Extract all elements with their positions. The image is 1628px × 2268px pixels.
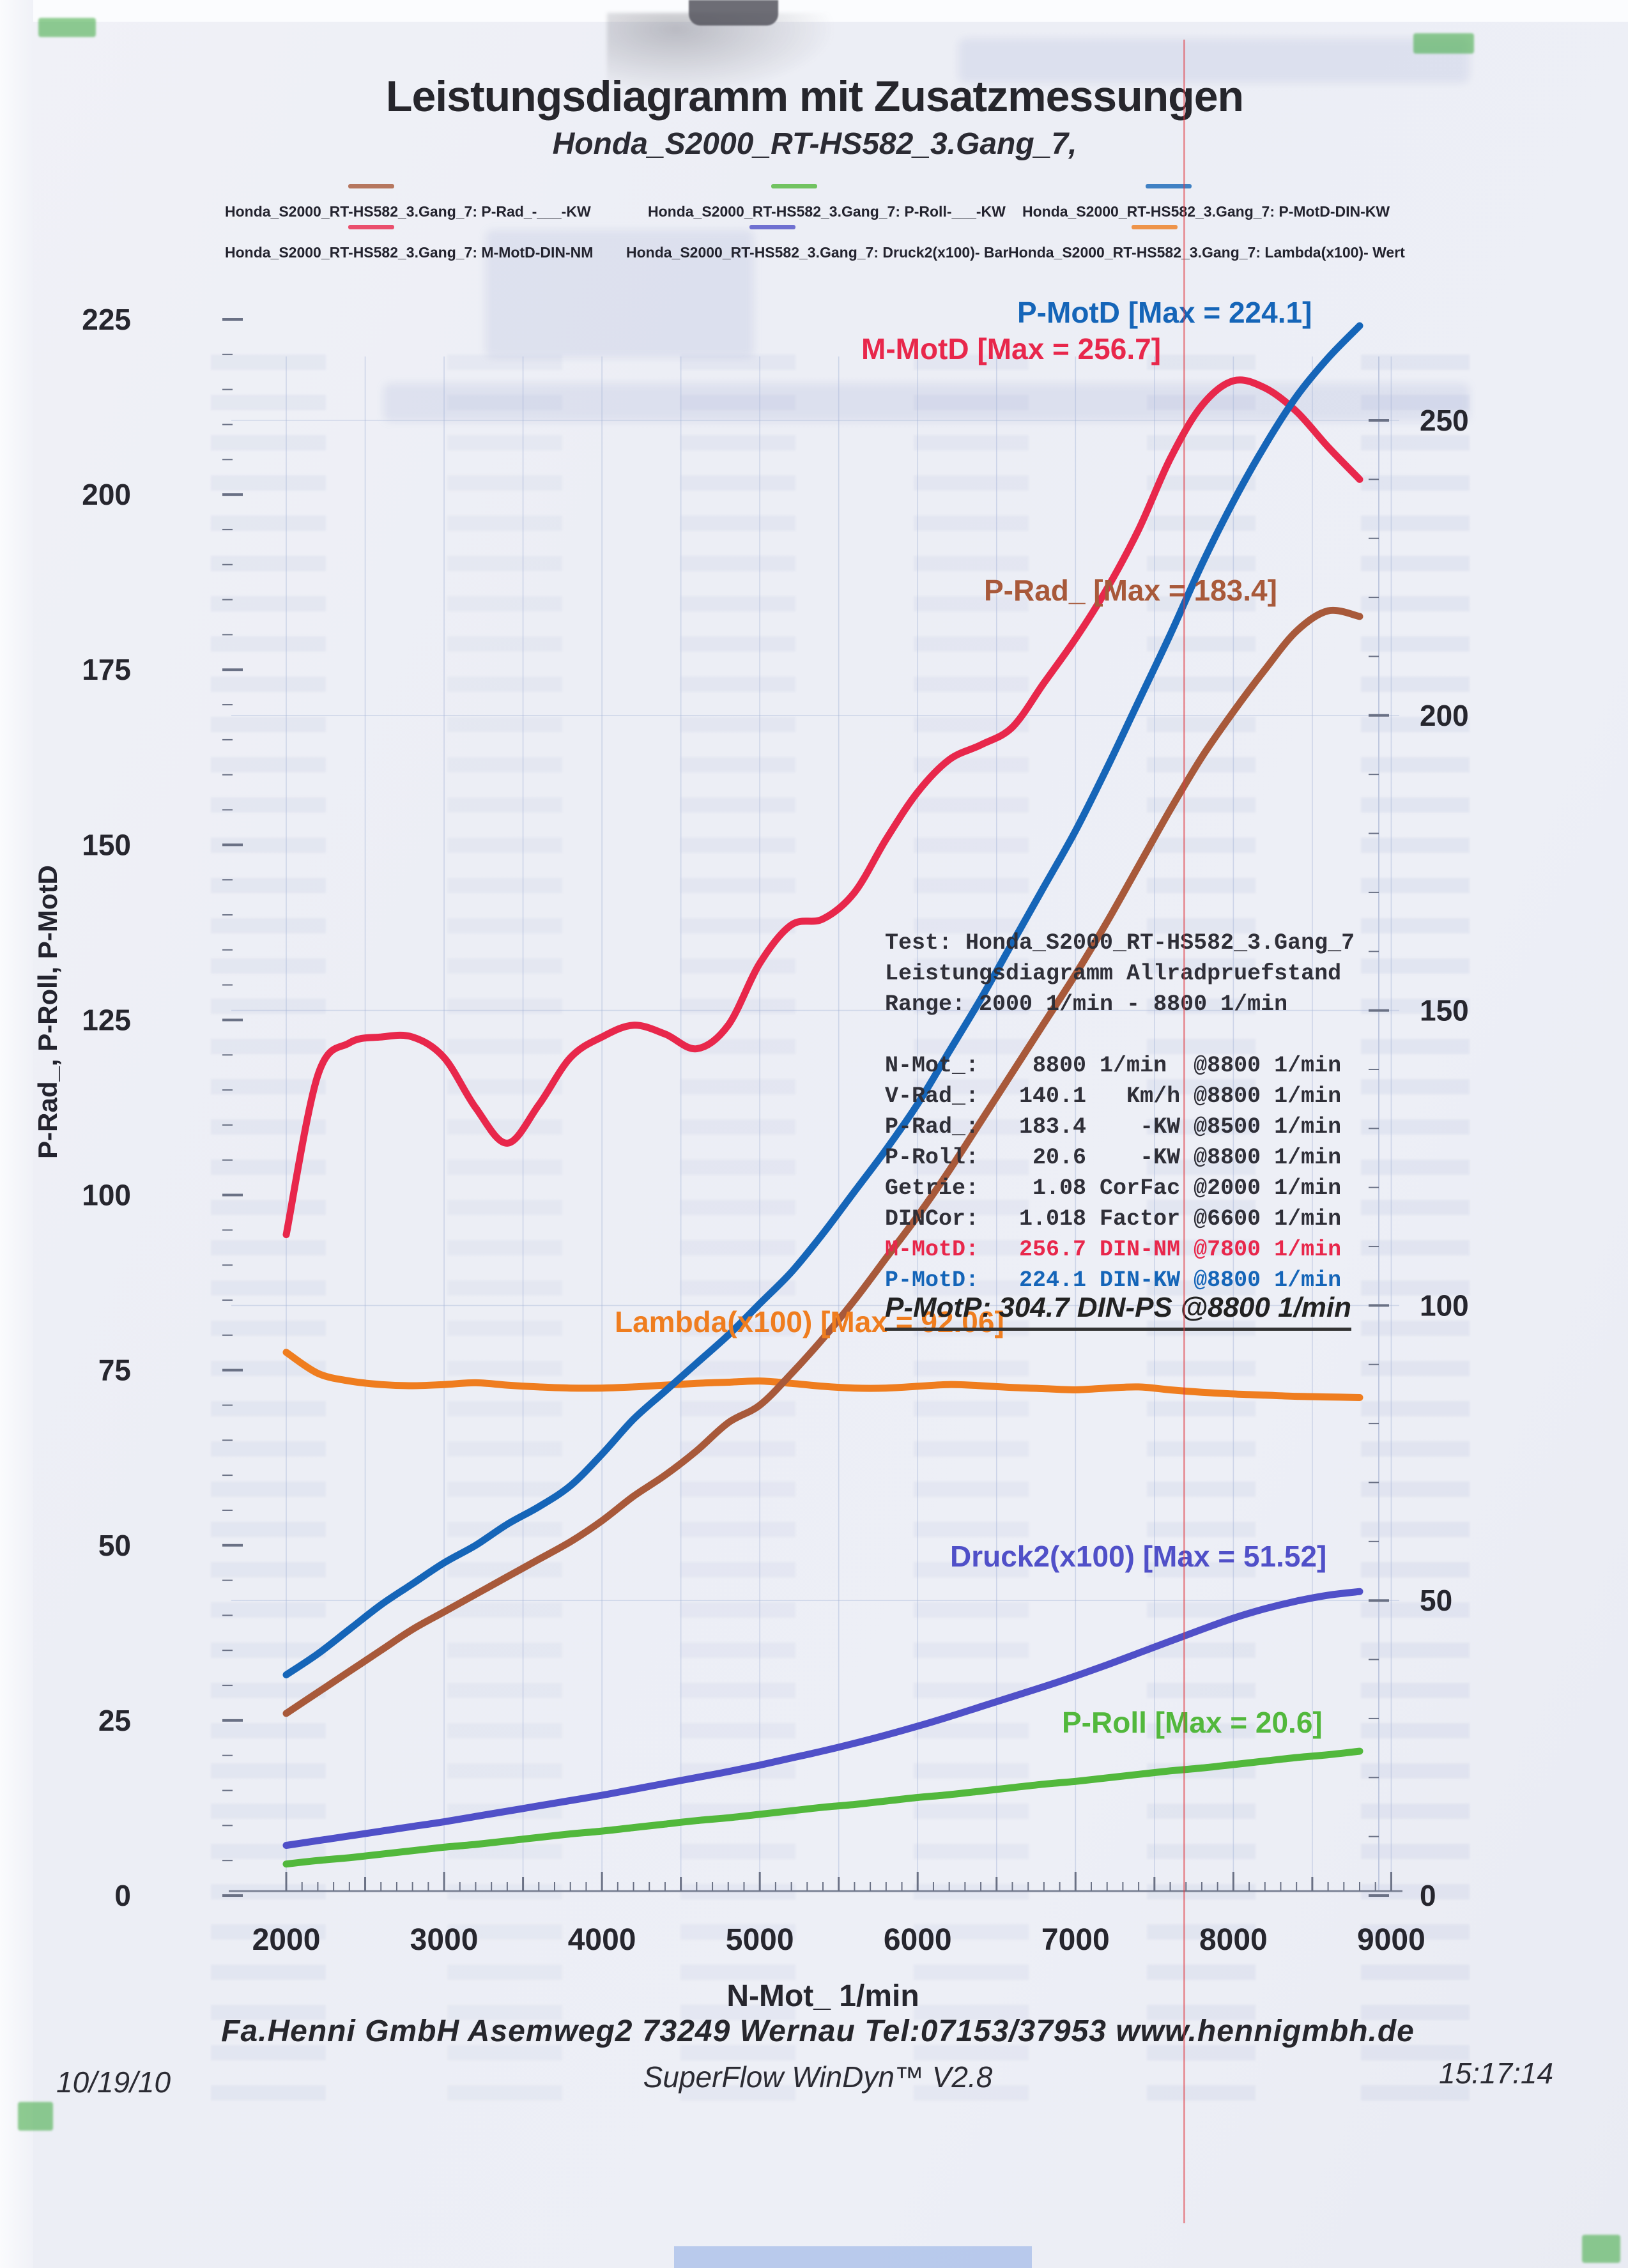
scan-edge-top (0, 0, 1628, 22)
test-info-block: Test: Honda_S2000_RT-HS582_3.Gang_7 Leist… (885, 928, 1355, 1296)
bleed-through-ghost (914, 355, 1029, 2118)
left-tick-label: 75 (98, 1354, 131, 1387)
test-info-line: Range: 2000 1/min - 8800 1/min (885, 992, 1288, 1017)
right-tick-label: 200 (1420, 699, 1469, 732)
left-tick-label: 50 (98, 1529, 131, 1562)
test-info-line (885, 1020, 1355, 1050)
curve-p-rad- (282, 606, 1363, 1717)
legend-item: Honda_S2000_RT-HS582_3.Gang_7: P-MotD-DI… (1022, 203, 1390, 220)
test-info-line: Leistungsdiagramm Allradpruefstand (885, 961, 1342, 986)
x-tick-label: 3000 (410, 1923, 479, 1957)
green-scan-mark (1582, 2235, 1620, 2263)
test-info-line: P-MotD: 224.1 DIN-KW @8800 1/min (885, 1268, 1342, 1293)
footer-time: 15:17:14 (1439, 2057, 1554, 2090)
legend-item: Honda_S2000_RT-HS582_3.Gang_7: M-MotD-DI… (225, 244, 594, 261)
pencil-smudge (607, 13, 837, 96)
x-tick-label: 8000 (1199, 1923, 1268, 1957)
footer-company-line: Fa.Henni GmbH Asemweg2 73249 Wernau Tel:… (221, 2014, 1415, 2048)
bleed-through-ghost (958, 38, 1470, 83)
legend-swatch (749, 225, 795, 229)
bleed-through-ghost (680, 355, 795, 2118)
bleed-through-ghost (486, 230, 754, 358)
x-tick-label: 5000 (726, 1923, 794, 1957)
curve-p-motd (282, 322, 1363, 1679)
x-tick-label: 7000 (1041, 1923, 1110, 1957)
left-tick-label: 225 (82, 303, 131, 336)
annotation-p-roll: P-Roll [Max = 20.6] (1062, 1706, 1323, 1739)
legend-item: Honda_S2000_RT-HS582_3.Gang_7: Lambda(x1… (1008, 244, 1405, 261)
left-tick-label: 125 (82, 1003, 131, 1036)
left-tick-label: 150 (82, 828, 131, 861)
test-info-line: V-Rad_: 140.1 Km/h @8800 1/min (885, 1084, 1342, 1109)
test-info-line: DINCor: 1.018 Factor @6600 1/min (885, 1206, 1342, 1232)
footer-date: 10/19/10 (56, 2065, 171, 2099)
red-scanline-artifact (1183, 40, 1185, 2223)
peak-power-summary: P-MotP: 304.7 DIN-PS @8800 1/min (885, 1292, 1352, 1331)
left-tick-label: 0 (114, 1879, 131, 1912)
page-subtitle: Honda_S2000_RT-HS582_3.Gang_7, (552, 127, 1077, 161)
annotation-m-motd: M-MotD [Max = 256.7] (861, 332, 1161, 365)
bleed-through-ghost (447, 355, 562, 2118)
test-info-line: Getrie: 1.08 CorFac @2000 1/min (885, 1176, 1342, 1201)
left-tick-label: 100 (82, 1179, 131, 1212)
legend-swatch (348, 225, 394, 229)
curve-p-roll (282, 1747, 1363, 1868)
curve-lambda-x100- (282, 1349, 1363, 1401)
bleed-through-ghost (211, 355, 326, 2118)
scan-edge-left (0, 0, 33, 2268)
test-info-line: P-Rad_: 183.4 -KW @8500 1/min (885, 1114, 1342, 1140)
green-scan-mark (38, 18, 96, 37)
legend-item: Honda_S2000_RT-HS582_3.Gang_7: P-Roll-__… (648, 203, 1006, 220)
scan-edge-bottom (674, 2246, 1032, 2268)
legend-swatch (348, 184, 394, 188)
curve-m-motd (282, 376, 1363, 1239)
legend-item: Honda_S2000_RT-HS582_3.Gang_7: Druck2(x1… (626, 244, 1009, 261)
test-info-line: N-Mot_: 8800 1/min @8800 1/min (885, 1053, 1342, 1078)
x-tick-label: 6000 (884, 1923, 952, 1957)
legend-swatch (771, 184, 817, 188)
x-tick-label: 2000 (252, 1923, 321, 1957)
test-info-line: M-MotD: 256.7 DIN-NM @7800 1/min (885, 1237, 1342, 1262)
page-title: Leistungsdiagramm mit Zusatzmessungen (385, 72, 1244, 121)
annotation-p-rad: P-Rad_ [Max = 183.4] (984, 574, 1277, 607)
test-info-line: P-Roll: 20.6 -KW @8800 1/min (885, 1145, 1342, 1170)
right-tick-label: 0 (1420, 1879, 1436, 1912)
right-tick-label: 50 (1420, 1584, 1452, 1617)
test-info-line: Test: Honda_S2000_RT-HS582_3.Gang_7 (885, 930, 1355, 956)
annotation-druck2: Druck2(x100) [Max = 51.52] (950, 1540, 1326, 1573)
right-tick-label: 100 (1420, 1289, 1469, 1322)
curve-druck2-x100- (282, 1588, 1363, 1849)
left-tick-label: 200 (82, 478, 131, 511)
annotation-p-motd: P-MotD [Max = 224.1] (1017, 296, 1312, 329)
left-axis-title: P-Rad_, P-Roll, P-MotD (33, 865, 63, 1159)
annotation-lambda: Lambda(x100) [Max = 92.06] (615, 1305, 1004, 1338)
x-axis-label: N-Mot_ 1/min (726, 1979, 919, 2013)
x-tick-label: 4000 (568, 1923, 636, 1957)
right-tick-label: 150 (1420, 994, 1469, 1027)
green-scan-mark (1413, 33, 1474, 54)
left-tick-label: 25 (98, 1704, 131, 1737)
legend-item: Honda_S2000_RT-HS582_3.Gang_7: P-Rad_-__… (225, 203, 591, 220)
legend-swatch (1146, 184, 1192, 188)
ink-mark (689, 0, 778, 26)
x-tick-label: 9000 (1357, 1923, 1425, 1957)
green-scan-mark (18, 2102, 53, 2131)
right-tick-label: 250 (1420, 404, 1469, 437)
legend-swatch (1132, 225, 1178, 229)
left-tick-label: 175 (82, 653, 131, 686)
footer-software: SuperFlow WinDyn™ V2.8 (643, 2060, 993, 2094)
